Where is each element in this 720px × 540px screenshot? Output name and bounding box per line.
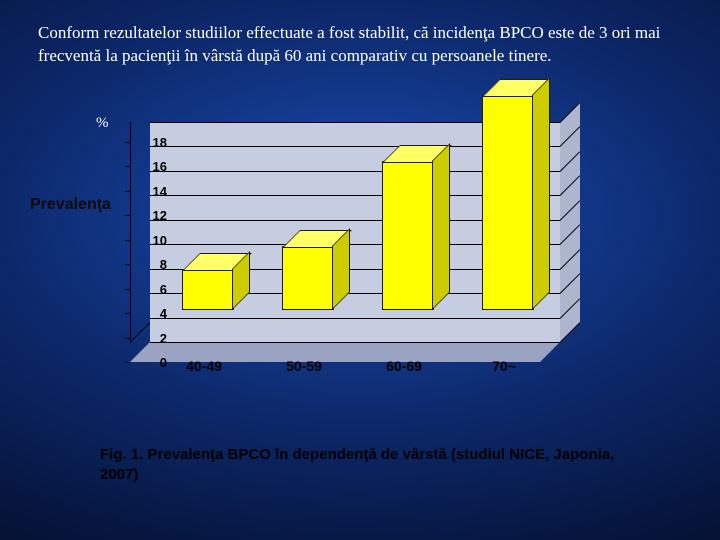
bar-front: [482, 95, 534, 310]
header-text: Conform rezultatelor studiilor effectuat…: [38, 22, 690, 68]
y-tick-label: 6: [145, 282, 167, 297]
y-tick-label: 2: [145, 331, 167, 346]
slide-root: Conform rezultatelor studiilor effectuat…: [0, 0, 720, 540]
y-tick-mark: [125, 142, 130, 143]
y-tick-mark: [125, 338, 130, 339]
x-tick-label: 60-69: [374, 358, 434, 374]
y-axis-line: [130, 122, 131, 342]
y-tick-label: 18: [145, 135, 167, 150]
x-tick-label: 70~: [474, 358, 534, 374]
y-tick-mark: [125, 313, 130, 314]
figure-caption: Fig. 1. Prevalenţa BPCO în dependenţă de…: [100, 445, 630, 484]
y-axis-prevalenta-label: Prevalenţa: [30, 196, 111, 214]
gridline: [150, 342, 560, 343]
y-tick-mark: [125, 289, 130, 290]
chart-area: 024681012141618 40-4950-5960-6970~: [120, 110, 580, 390]
gridline: [150, 318, 560, 319]
y-tick-label: 14: [145, 184, 167, 199]
y-tick-mark: [125, 362, 130, 363]
y-tick-label: 8: [145, 257, 167, 272]
bar-front: [182, 269, 234, 310]
y-tick-label: 0: [145, 355, 167, 370]
y-tick-label: 16: [145, 159, 167, 174]
y-axis-percent-label: %: [96, 115, 109, 132]
y-tick-mark: [125, 166, 130, 167]
y-tick-mark: [125, 264, 130, 265]
y-tick-mark: [125, 191, 130, 192]
y-tick-mark: [125, 240, 130, 241]
y-tick-label: 10: [145, 233, 167, 248]
y-tick-label: 12: [145, 208, 167, 223]
y-tick-mark: [125, 215, 130, 216]
bar-side: [532, 77, 550, 310]
bar-front: [282, 246, 334, 310]
x-tick-label: 50-59: [274, 358, 334, 374]
bar-side: [432, 143, 450, 310]
bar-front: [382, 161, 434, 310]
x-tick-label: 40-49: [174, 358, 234, 374]
y-tick-label: 4: [145, 306, 167, 321]
plot-region: 024681012141618: [150, 122, 560, 342]
